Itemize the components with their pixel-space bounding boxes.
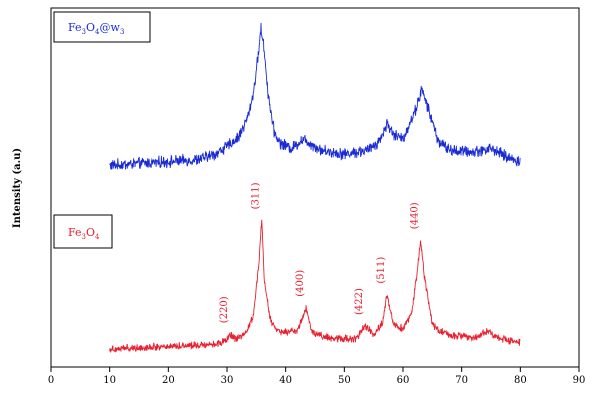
peak-label: (440) (410, 202, 421, 229)
peak-label: (422) (354, 288, 365, 315)
x-axis-ticks: 0 10 20 30 40 50 60 70 80 90 (48, 367, 586, 386)
y-axis-label: Intensity (a.u) (12, 148, 23, 228)
x-tick-label: 60 (397, 375, 410, 386)
peak-label: (400) (295, 270, 306, 297)
x-tick-label: 90 (573, 375, 586, 386)
x-tick-label: 40 (279, 375, 292, 386)
legend-fe3o4: Fe3O4 (53, 214, 113, 249)
series-layer (109, 22, 521, 353)
peak-label: (511) (376, 257, 387, 284)
plot-frame (50, 7, 580, 368)
x-tick-label: 70 (455, 375, 468, 386)
x-tick-label: 0 (48, 375, 54, 386)
legend-label: Fe3O4 (68, 226, 100, 241)
x-tick-label: 10 (103, 375, 116, 386)
x-tick-label: 80 (514, 375, 527, 386)
series-line-0 (109, 22, 521, 170)
x-tick-label: 30 (221, 375, 234, 386)
peak-label: (220) (219, 296, 230, 323)
legend-fe3o4-w3: Fe3O4@w3 (53, 11, 151, 43)
x-tick-label: 50 (338, 375, 351, 386)
legend-label: Fe3O4@w3 (68, 21, 124, 36)
series-line-1 (109, 219, 521, 353)
x-tick-label: 20 (162, 375, 175, 386)
peak-label: (311) (251, 182, 262, 209)
peak-labels: (220) (311) (400) (422) (511) (440) (219, 182, 421, 323)
